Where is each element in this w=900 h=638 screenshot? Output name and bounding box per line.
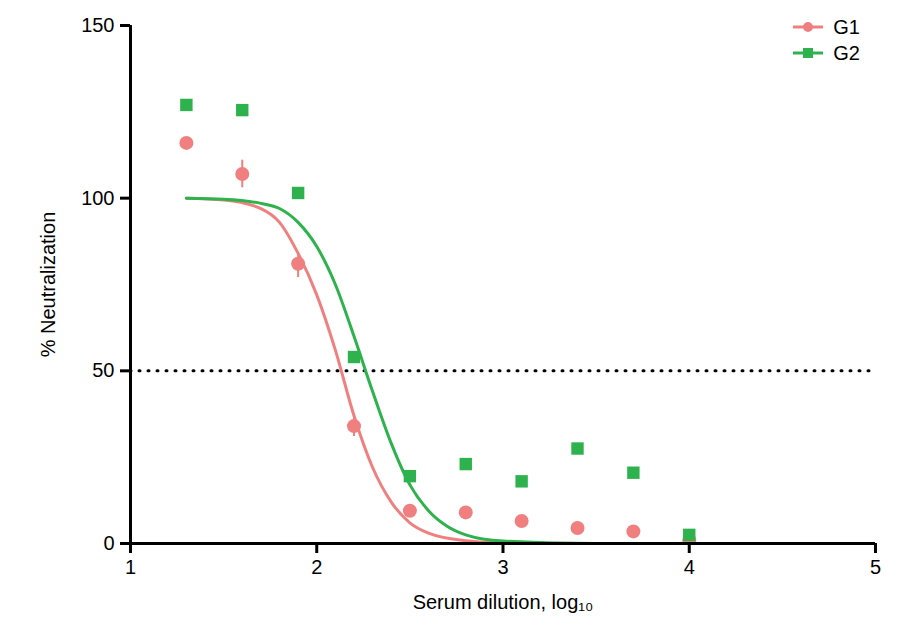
- svg-text:1: 1: [125, 556, 136, 578]
- svg-text:150: 150: [81, 14, 114, 36]
- svg-text:% Neutralization: % Neutralization: [37, 212, 59, 358]
- svg-text:100: 100: [81, 187, 114, 209]
- svg-text:4: 4: [684, 556, 695, 578]
- svg-text:3: 3: [497, 556, 508, 578]
- html-text:G2: G2: [833, 41, 860, 64]
- svg-text:2: 2: [311, 556, 322, 578]
- svg-text:Serum dilution, log₁₀: Serum dilution, log₁₀: [413, 591, 594, 613]
- svg-text:5: 5: [870, 556, 881, 578]
- svg-text:50: 50: [92, 359, 114, 381]
- html-text:G1: G1: [833, 15, 860, 38]
- svg-text:0: 0: [103, 532, 114, 554]
